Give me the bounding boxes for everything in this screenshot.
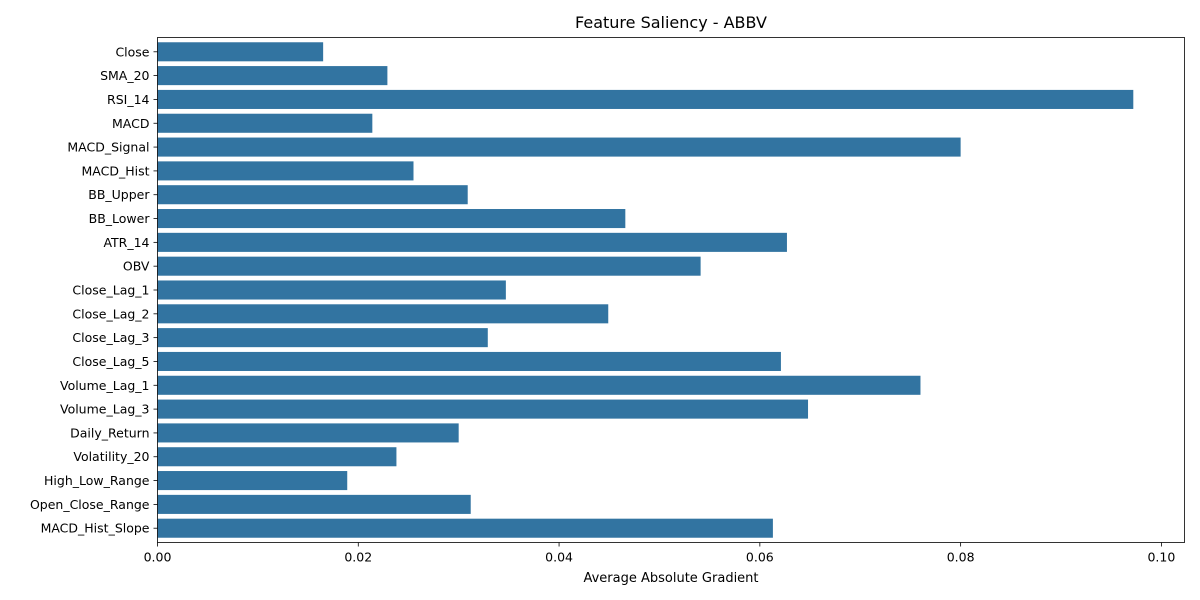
y-tick-label: Volume_Lag_1 <box>60 378 150 393</box>
bar-volatility-20 <box>157 447 397 467</box>
y-tick-label: Volatility_20 <box>73 449 149 464</box>
x-tick-label: 0.04 <box>545 550 573 565</box>
bar-close <box>157 42 324 62</box>
x-tick-label: 0.08 <box>947 550 975 565</box>
x-axis-ticks: 0.00 0.02 0.04 0.06 0.08 0.10 <box>144 542 1175 565</box>
y-tick-label: Close_Lag_1 <box>72 283 149 298</box>
y-tick-label: MACD_Signal <box>67 140 149 155</box>
y-tick-label: Close <box>115 44 149 59</box>
bar-close-lag-5 <box>157 351 781 371</box>
bar-volume-lag-1 <box>157 375 921 395</box>
bar-open-close-range <box>157 494 471 514</box>
x-tick-label: 0.06 <box>746 550 774 565</box>
bar-volume-lag-3 <box>157 399 809 419</box>
x-tick-label: 0.02 <box>344 550 372 565</box>
bar-macd-signal <box>157 137 961 157</box>
bar-bb-upper <box>157 185 468 205</box>
y-tick-label: BB_Lower <box>89 211 151 226</box>
x-axis-label: Average Absolute Gradient <box>583 571 758 586</box>
y-tick-label: MACD <box>112 116 149 131</box>
plot-frame <box>157 37 1185 543</box>
y-tick-label: Close_Lag_5 <box>72 354 149 369</box>
bar-rsi-14 <box>157 89 1134 109</box>
y-tick-label: BB_Upper <box>88 187 150 202</box>
bar-obv <box>157 256 701 276</box>
y-tick-label: MACD_Hist <box>81 163 149 178</box>
y-axis-ticks: Close SMA_20 RSI_14 MACD MACD_Signal MACD_His… <box>30 44 158 536</box>
y-tick-label: MACD_Hist_Slope <box>41 521 150 536</box>
y-tick-label: RSI_14 <box>107 92 150 107</box>
bar-bb-lower <box>157 209 626 229</box>
bar-high-low-range <box>157 471 348 491</box>
x-tick-label: 0.00 <box>144 550 172 565</box>
y-tick-label: Close_Lag_2 <box>72 306 149 321</box>
x-tick-label: 0.10 <box>1147 550 1175 565</box>
y-tick-label: OBV <box>123 259 150 274</box>
y-tick-label: SMA_20 <box>100 68 149 83</box>
y-tick-label: High_Low_Range <box>44 473 150 488</box>
bars-group <box>157 42 1134 538</box>
y-tick-label: Daily_Return <box>70 425 149 440</box>
bar-daily-return <box>157 423 459 443</box>
bar-close-lag-2 <box>157 304 609 324</box>
bar-atr-14 <box>157 232 787 252</box>
chart-title: Feature Saliency - ABBV <box>575 13 767 32</box>
y-tick-label: Open_Close_Range <box>30 497 150 512</box>
bar-macd-hist-slope <box>157 518 773 538</box>
bar-close-lag-1 <box>157 280 506 300</box>
y-tick-label: Close_Lag_3 <box>72 330 149 345</box>
bar-sma-20 <box>157 66 388 86</box>
bar-macd-hist <box>157 161 414 181</box>
bar-close-lag-3 <box>157 328 488 348</box>
y-tick-label: Volume_Lag_3 <box>60 402 150 417</box>
bar-macd <box>157 113 373 133</box>
y-tick-label: ATR_14 <box>103 235 149 250</box>
